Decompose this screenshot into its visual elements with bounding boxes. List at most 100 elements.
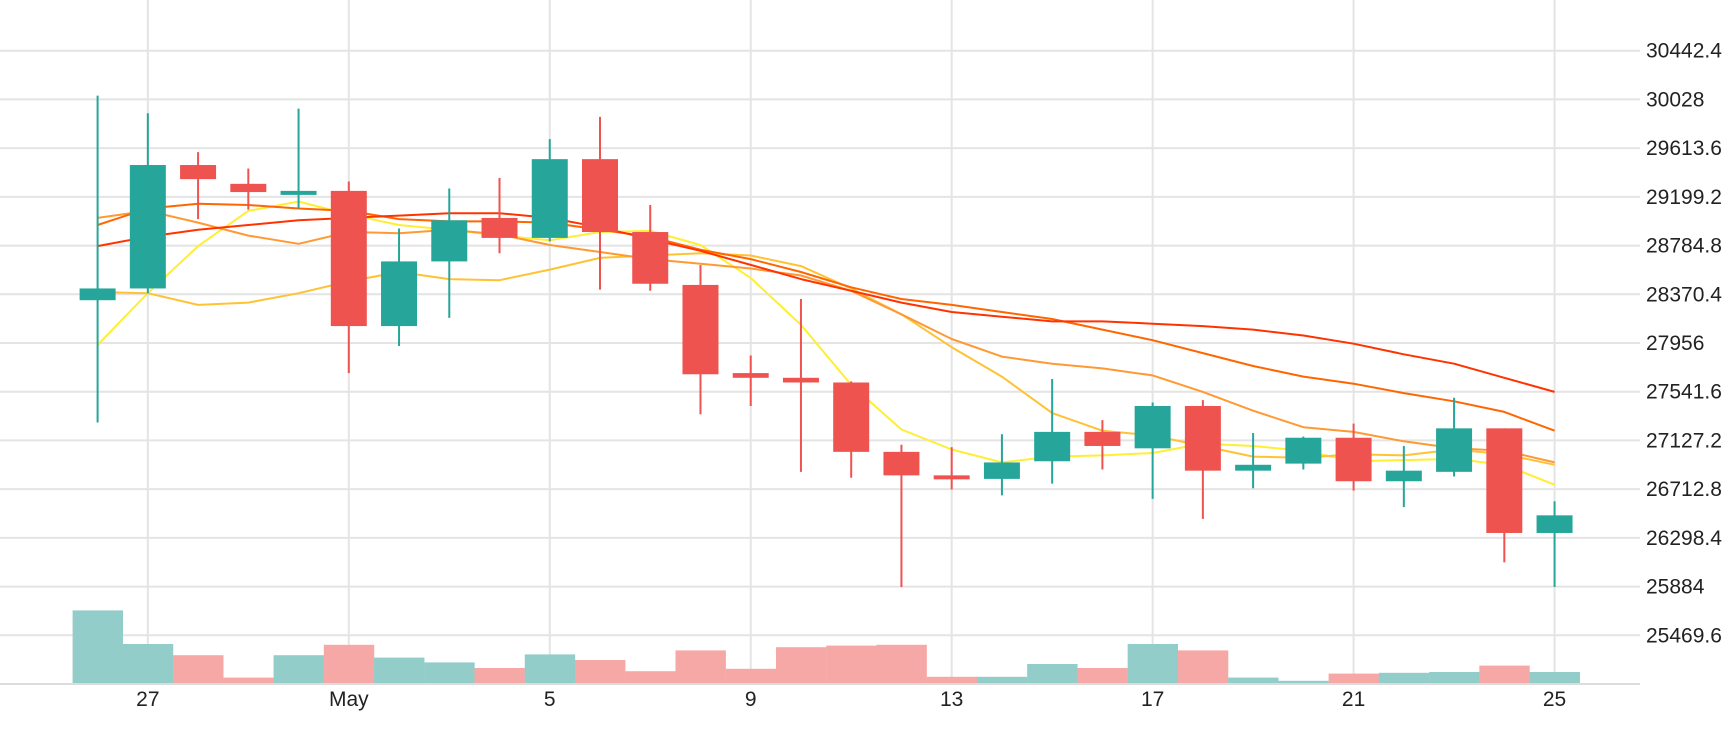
- candle: [883, 444, 920, 588]
- candle-body: [431, 220, 468, 262]
- candles: [79, 95, 1573, 588]
- volume-bar: [122, 644, 174, 684]
- volume-bar: [575, 660, 626, 684]
- volume-bar: [625, 671, 676, 684]
- volume-bar: [374, 657, 425, 684]
- y-tick-label: 30442.4: [1646, 40, 1722, 63]
- candle-body: [1184, 406, 1221, 471]
- y-tick-label: 29613.6: [1646, 137, 1722, 160]
- y-tick-label: 27956: [1646, 332, 1704, 355]
- candle: [129, 113, 166, 294]
- candle: [732, 355, 769, 407]
- volume-bar: [1529, 672, 1580, 684]
- candle: [1285, 436, 1322, 470]
- volume-bar: [1479, 665, 1530, 684]
- volume-bar: [524, 654, 576, 684]
- y-tick-label: 26712.8: [1646, 478, 1722, 501]
- candle-body: [1385, 470, 1422, 482]
- candle: [1385, 445, 1422, 508]
- candle: [1034, 378, 1071, 484]
- candle-body: [1134, 406, 1171, 449]
- candle-body: [79, 288, 116, 301]
- x-tick-label: 13: [940, 688, 963, 711]
- x-tick-label: 17: [1141, 688, 1164, 711]
- volume-bar: [1378, 672, 1430, 684]
- candle-body: [833, 382, 870, 452]
- candle: [1486, 428, 1523, 563]
- candle-body: [933, 475, 970, 480]
- volume-bar: [1328, 673, 1379, 684]
- candle: [230, 168, 267, 210]
- volume-bar: [725, 668, 777, 684]
- candle: [582, 116, 618, 290]
- candle-body: [280, 190, 317, 195]
- y-axis-tick-labels: 25469.6 25884 26298.4 26712.8 27127.2 27541.6…: [1646, 40, 1722, 648]
- volume-bar: [826, 645, 877, 684]
- candle: [682, 264, 719, 415]
- candle: [381, 228, 418, 347]
- candle-body: [129, 165, 166, 289]
- candle: [481, 177, 518, 254]
- candle: [431, 188, 468, 318]
- y-tick-label: 28370.4: [1646, 283, 1722, 306]
- candle: [1134, 402, 1171, 499]
- candle-body: [330, 190, 367, 327]
- volume-bar: [323, 644, 375, 684]
- candle: [1436, 397, 1473, 477]
- volume-bar: [424, 662, 475, 684]
- volume-bar: [1228, 677, 1279, 684]
- candle-body: [1034, 431, 1071, 462]
- x-tick-label: May: [329, 688, 369, 711]
- candle-body: [1486, 428, 1523, 533]
- volume-bar: [1077, 668, 1128, 684]
- candle: [180, 152, 217, 220]
- x-tick-label: 9: [745, 688, 757, 711]
- candle: [1084, 420, 1121, 470]
- x-tick-label: 5: [544, 688, 556, 711]
- volume-bar: [1127, 644, 1179, 684]
- candle-body: [782, 377, 819, 383]
- candle: [933, 447, 970, 490]
- candle: [1184, 400, 1221, 519]
- candle: [79, 95, 116, 423]
- candle: [833, 381, 870, 478]
- candle: [632, 204, 669, 291]
- x-tick-label: 27: [136, 688, 159, 711]
- y-tick-label: 28784.8: [1646, 235, 1722, 258]
- candle-body: [1335, 437, 1372, 482]
- candle: [330, 181, 367, 374]
- volume-bar: [926, 676, 978, 684]
- x-tick-label: 21: [1342, 688, 1365, 711]
- x-axis-tick-labels: 27 May 5 9 13 17 21 25: [136, 688, 1566, 711]
- y-tick-label: 27127.2: [1646, 429, 1722, 452]
- x-tick-label: 25: [1543, 688, 1566, 711]
- candle-body: [1084, 431, 1121, 446]
- candle-body: [732, 373, 769, 378]
- y-tick-label: 27541.6: [1646, 381, 1722, 404]
- volume-bar: [1177, 650, 1229, 684]
- y-tick-label: 30028: [1646, 88, 1704, 111]
- volume-bar: [173, 655, 224, 684]
- candle: [280, 108, 317, 209]
- candle: [782, 299, 819, 472]
- candle-body: [983, 462, 1020, 479]
- candle-body: [1235, 464, 1272, 471]
- candle-body: [230, 183, 267, 193]
- candle-body: [1536, 515, 1573, 533]
- candle-body: [1436, 428, 1473, 472]
- volume-bar: [976, 676, 1028, 684]
- y-tick-label: 25884: [1646, 576, 1705, 599]
- volume-bars: [72, 610, 1580, 684]
- candle-body: [632, 232, 669, 284]
- candle: [983, 434, 1020, 496]
- volume-bar: [223, 677, 274, 684]
- volume-bar: [876, 644, 927, 684]
- candle: [531, 139, 568, 242]
- volume-bar: [1027, 664, 1078, 684]
- volume-bar: [273, 655, 324, 684]
- candle-body: [682, 284, 719, 375]
- moving-average-line: [97, 209, 1555, 464]
- horizontal-gridlines: [0, 49, 1640, 637]
- candle-body: [883, 451, 920, 476]
